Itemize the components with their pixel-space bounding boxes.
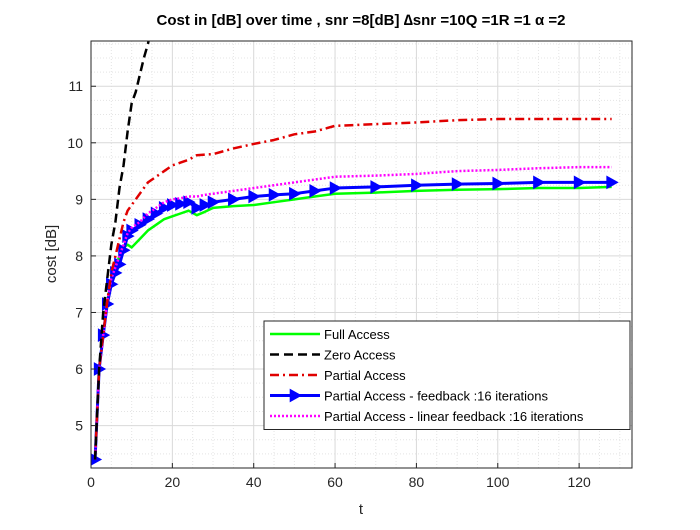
legend-label: Partial Access - feedback :16 iterations xyxy=(324,389,549,404)
y-tick-label: 5 xyxy=(75,418,83,434)
data-point-marker xyxy=(451,177,465,191)
x-tick-label: 80 xyxy=(409,474,425,490)
data-point-marker xyxy=(207,195,221,210)
legend-entry: Partial Access xyxy=(270,368,406,383)
series-line xyxy=(93,165,612,460)
series-line xyxy=(93,117,612,460)
series-layer xyxy=(91,41,619,466)
legend-label: Full Access xyxy=(324,327,390,342)
y-tick-label: 6 xyxy=(75,361,83,377)
chart-title: Cost in [dB] over time , snr =8[dB] ∆snr… xyxy=(157,12,566,29)
ticks-layer: 0 20 40 60 80 100 120 5 6 7 8 9 10 11 xyxy=(67,78,591,490)
data-point-marker xyxy=(492,176,505,191)
data-point-marker xyxy=(533,175,546,190)
series-3 xyxy=(93,117,612,460)
legend-marker xyxy=(289,388,303,403)
data-point-marker xyxy=(183,195,196,210)
legend-box xyxy=(263,320,631,430)
y-tick-label: 8 xyxy=(75,248,83,264)
data-point-marker xyxy=(142,212,155,227)
legend-label: Partial Access xyxy=(324,368,406,383)
data-point-marker xyxy=(268,187,282,202)
data-point-marker xyxy=(289,186,302,201)
y-tick-label: 7 xyxy=(75,304,83,320)
x-tick-label: 0 xyxy=(87,474,95,490)
x-tick-label: 60 xyxy=(327,474,343,490)
data-point-marker xyxy=(248,189,261,204)
legend-entry: Partial Access - feedback :16 iterations xyxy=(270,389,549,404)
legend: Full Access Zero Access Partial Access Part… xyxy=(263,320,631,430)
data-point-marker xyxy=(158,200,172,215)
data-point-marker xyxy=(167,198,180,212)
data-point-marker xyxy=(199,198,212,212)
x-tick-label: 40 xyxy=(246,474,262,490)
series-line xyxy=(93,41,150,460)
y-tick-label: 11 xyxy=(68,78,83,94)
series-5 xyxy=(93,165,612,460)
data-point-marker xyxy=(191,200,204,215)
y-tick-label: 10 xyxy=(67,135,83,151)
data-point-marker xyxy=(228,192,241,207)
x-axis-label: t xyxy=(359,501,364,518)
series-2 xyxy=(93,41,150,460)
x-tick-label: 100 xyxy=(486,474,510,490)
legend-entry: Zero Access xyxy=(270,348,396,363)
legend-label: Partial Access - linear feedback :16 ite… xyxy=(324,409,584,424)
plot-frame xyxy=(90,40,633,469)
x-tick-label: 20 xyxy=(165,474,181,490)
data-point-marker xyxy=(175,197,188,211)
data-point-marker xyxy=(606,175,619,190)
y-axis-label: cost [dB] xyxy=(43,225,60,283)
data-point-marker xyxy=(370,180,383,194)
y-tick-label: 9 xyxy=(75,191,83,207)
data-point-marker xyxy=(329,181,343,195)
legend-entry: Partial Access - linear feedback :16 ite… xyxy=(270,409,584,424)
legend-label: Zero Access xyxy=(324,348,396,363)
x-tick-label: 120 xyxy=(567,474,591,490)
data-point-marker xyxy=(309,184,322,198)
data-point-marker xyxy=(573,175,587,190)
data-point-marker xyxy=(411,178,424,193)
legend-entry: Full Access xyxy=(270,327,390,342)
